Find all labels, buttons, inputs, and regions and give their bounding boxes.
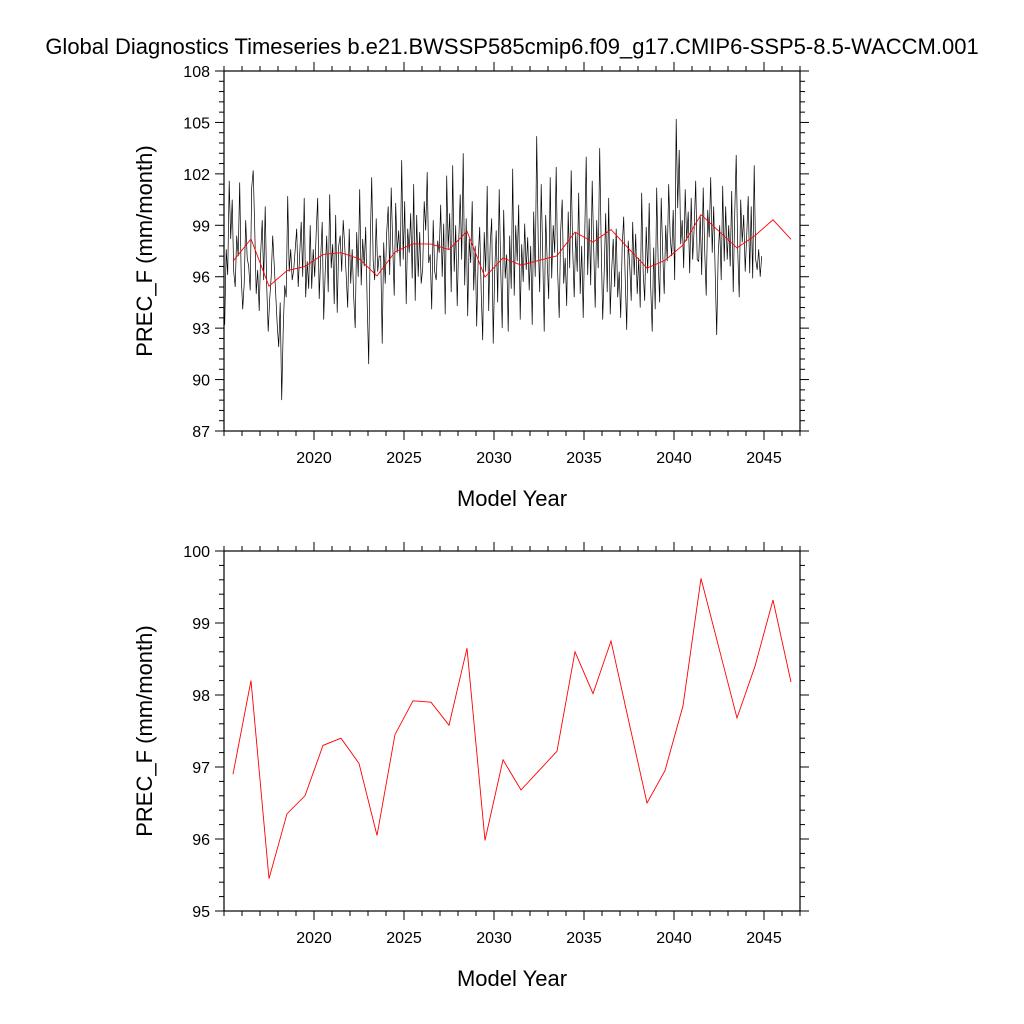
- x-tick-label: 2035: [566, 450, 602, 467]
- x-tick-label: 2030: [476, 450, 512, 467]
- series-annual-mean-line: [232, 213, 792, 287]
- x-tick-label: 2045: [746, 930, 782, 947]
- x-tick-label: 2040: [656, 930, 692, 947]
- figure-title: Global Diagnostics Timeseries b.e21.BWSS…: [45, 34, 978, 59]
- x-axis-label: Model Year: [457, 486, 567, 511]
- x-tick-label: 2030: [476, 930, 512, 947]
- series-monthly-line: [224, 118, 763, 401]
- x-tick-label: 2045: [746, 450, 782, 467]
- x-tick-label: 2025: [386, 450, 422, 467]
- x-tick-label: 2020: [296, 450, 332, 467]
- y-tick-label: 87: [192, 424, 210, 441]
- x-tick-label: 2040: [656, 450, 692, 467]
- panel-annual-mean: 2020 2025 2030 2035 2040 2045 95 96 97 98 99 100 Mod…: [132, 542, 809, 991]
- y-tick-label: 105: [183, 115, 210, 132]
- y-tick-label: 102: [183, 167, 210, 184]
- y-tick-label: 97: [192, 760, 210, 777]
- y-axis-label: PREC_F (mm/month): [132, 625, 157, 836]
- y-tick-label: 96: [192, 270, 210, 287]
- y-tick-label: 93: [192, 321, 210, 338]
- y-tick-label: 90: [192, 373, 210, 390]
- x-tick-label: 2035: [566, 930, 602, 947]
- x-tick-label: 2020: [296, 930, 332, 947]
- y-tick-label: 95: [192, 904, 210, 921]
- panel-monthly-and-annual: 2020 2025 2030 2035 2040 2045 87 90 93 96 99 102 105…: [132, 62, 809, 511]
- series-annual-mean-line: [232, 578, 792, 879]
- y-tick-label: 98: [192, 688, 210, 705]
- y-axis-label: PREC_F (mm/month): [132, 145, 157, 356]
- y-tick-label: 96: [192, 832, 210, 849]
- y-tick-label: 108: [183, 64, 210, 81]
- x-axis-label: Model Year: [457, 966, 567, 991]
- y-tick-label: 99: [192, 616, 210, 633]
- x-tick-label: 2025: [386, 930, 422, 947]
- y-tick-label: 99: [192, 218, 210, 235]
- y-tick-label: 100: [183, 544, 210, 561]
